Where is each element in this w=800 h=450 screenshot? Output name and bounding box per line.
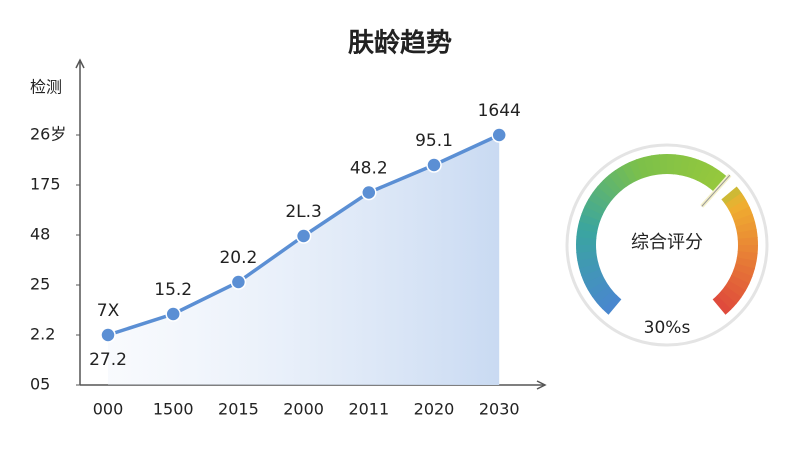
- gauge-segment: [635, 156, 650, 179]
- gauge-segment: [721, 186, 743, 205]
- gauge-label: 综合评分: [631, 232, 703, 253]
- gauge-segment: [584, 274, 606, 291]
- gauge-segment: [651, 154, 662, 176]
- point-label: 15.2: [154, 280, 192, 300]
- gauge-segment: [597, 179, 618, 200]
- gauge-segment: [601, 294, 622, 315]
- gauge-segment: [588, 192, 610, 210]
- gauge-segment: [735, 221, 757, 234]
- gauge-segment: [579, 212, 601, 227]
- gauge-segment: [696, 162, 714, 184]
- gauge-segment: [716, 290, 737, 311]
- x-tick-label: 2011: [348, 400, 389, 419]
- gauge-segment: [691, 159, 707, 182]
- gauge-segment: [733, 263, 755, 278]
- gauge-segment: [614, 165, 633, 187]
- gauge-segment: [596, 289, 617, 310]
- gauge-segment: [608, 169, 627, 191]
- gauge-segment: [730, 269, 753, 285]
- point: [100, 327, 116, 343]
- x-tick-label: 2015: [218, 400, 259, 419]
- gauge-segment: [736, 229, 758, 240]
- point-label: 7X: [97, 301, 120, 321]
- point-label: 48.2: [350, 159, 388, 179]
- area: [108, 135, 500, 385]
- point: [426, 157, 442, 173]
- chart-title: 肤龄趋势: [348, 28, 452, 59]
- gauge-segment: [673, 154, 684, 176]
- gauge-segment: [712, 295, 732, 315]
- y-axis-arrow: [75, 58, 85, 69]
- gauge-segment: [628, 159, 644, 181]
- gauge-segment: [576, 228, 598, 239]
- gauge-segment: [731, 206, 753, 222]
- gauge-segment: [736, 251, 758, 262]
- gauge-segment: [735, 257, 757, 270]
- gauge-value: 30%s: [644, 318, 691, 338]
- x-tick-label: 000: [93, 400, 124, 419]
- gauge-needle-edge: [701, 174, 731, 207]
- gauge-segment: [592, 185, 614, 205]
- point: [491, 127, 507, 143]
- gauge-segment: [602, 174, 623, 195]
- point: [295, 228, 312, 244]
- gauge-ring: [565, 143, 769, 347]
- point: [361, 184, 377, 201]
- gauge-segment: [725, 192, 747, 211]
- gauge-segment: [581, 205, 604, 221]
- x-axis-arrow: [536, 380, 547, 390]
- y-tick-label: 48: [30, 225, 50, 244]
- gauge-segment: [587, 279, 609, 298]
- point-label: 1644: [478, 101, 521, 121]
- gauge-segment: [720, 285, 742, 305]
- gauge-segment: [576, 250, 598, 261]
- gauge-segment: [702, 166, 720, 188]
- gauge-segment: [728, 274, 750, 292]
- gauge-segment: [643, 155, 656, 177]
- annotation: 27.2: [89, 350, 127, 370]
- y-tick-label: 26岁: [30, 125, 66, 144]
- gauge: [576, 154, 758, 315]
- gauge-segment: [685, 157, 700, 179]
- gauge-segment: [707, 170, 727, 192]
- y-axis-label: 检测: [30, 78, 62, 97]
- gauge-segment: [577, 220, 599, 233]
- x-tick-label: 2020: [414, 400, 455, 419]
- x-tick-label: 2000: [283, 400, 324, 419]
- y-tick-label: 05: [30, 375, 50, 394]
- y-tick-label: 25: [30, 275, 50, 294]
- x-tick-label: 2030: [479, 400, 520, 419]
- gauge-segment: [581, 268, 603, 284]
- gauge-segment: [679, 155, 692, 177]
- point-label: 2L.3: [285, 202, 322, 222]
- point: [165, 306, 181, 322]
- gauge-segment: [577, 256, 599, 269]
- plot: 05 2.2 25 48 175 26岁 7X 15.2 20.2 2L.3 48.2 95.1 164…: [30, 58, 547, 419]
- point-label: 20.2: [219, 248, 257, 268]
- gauge-segment: [621, 162, 638, 184]
- gauge-segment: [584, 198, 606, 216]
- y-tick-label: 2.2: [30, 325, 55, 344]
- x-tick-label: 1500: [153, 400, 194, 419]
- point: [230, 274, 247, 290]
- gauge-segment: [578, 262, 601, 277]
- gauge-segment: [724, 280, 746, 298]
- y-tick-label: 175: [30, 175, 61, 194]
- gauge-segment: [728, 199, 750, 216]
- gauge-segment: [591, 285, 613, 304]
- gauge-segment: [733, 213, 756, 228]
- point-label: 95.1: [415, 131, 453, 151]
